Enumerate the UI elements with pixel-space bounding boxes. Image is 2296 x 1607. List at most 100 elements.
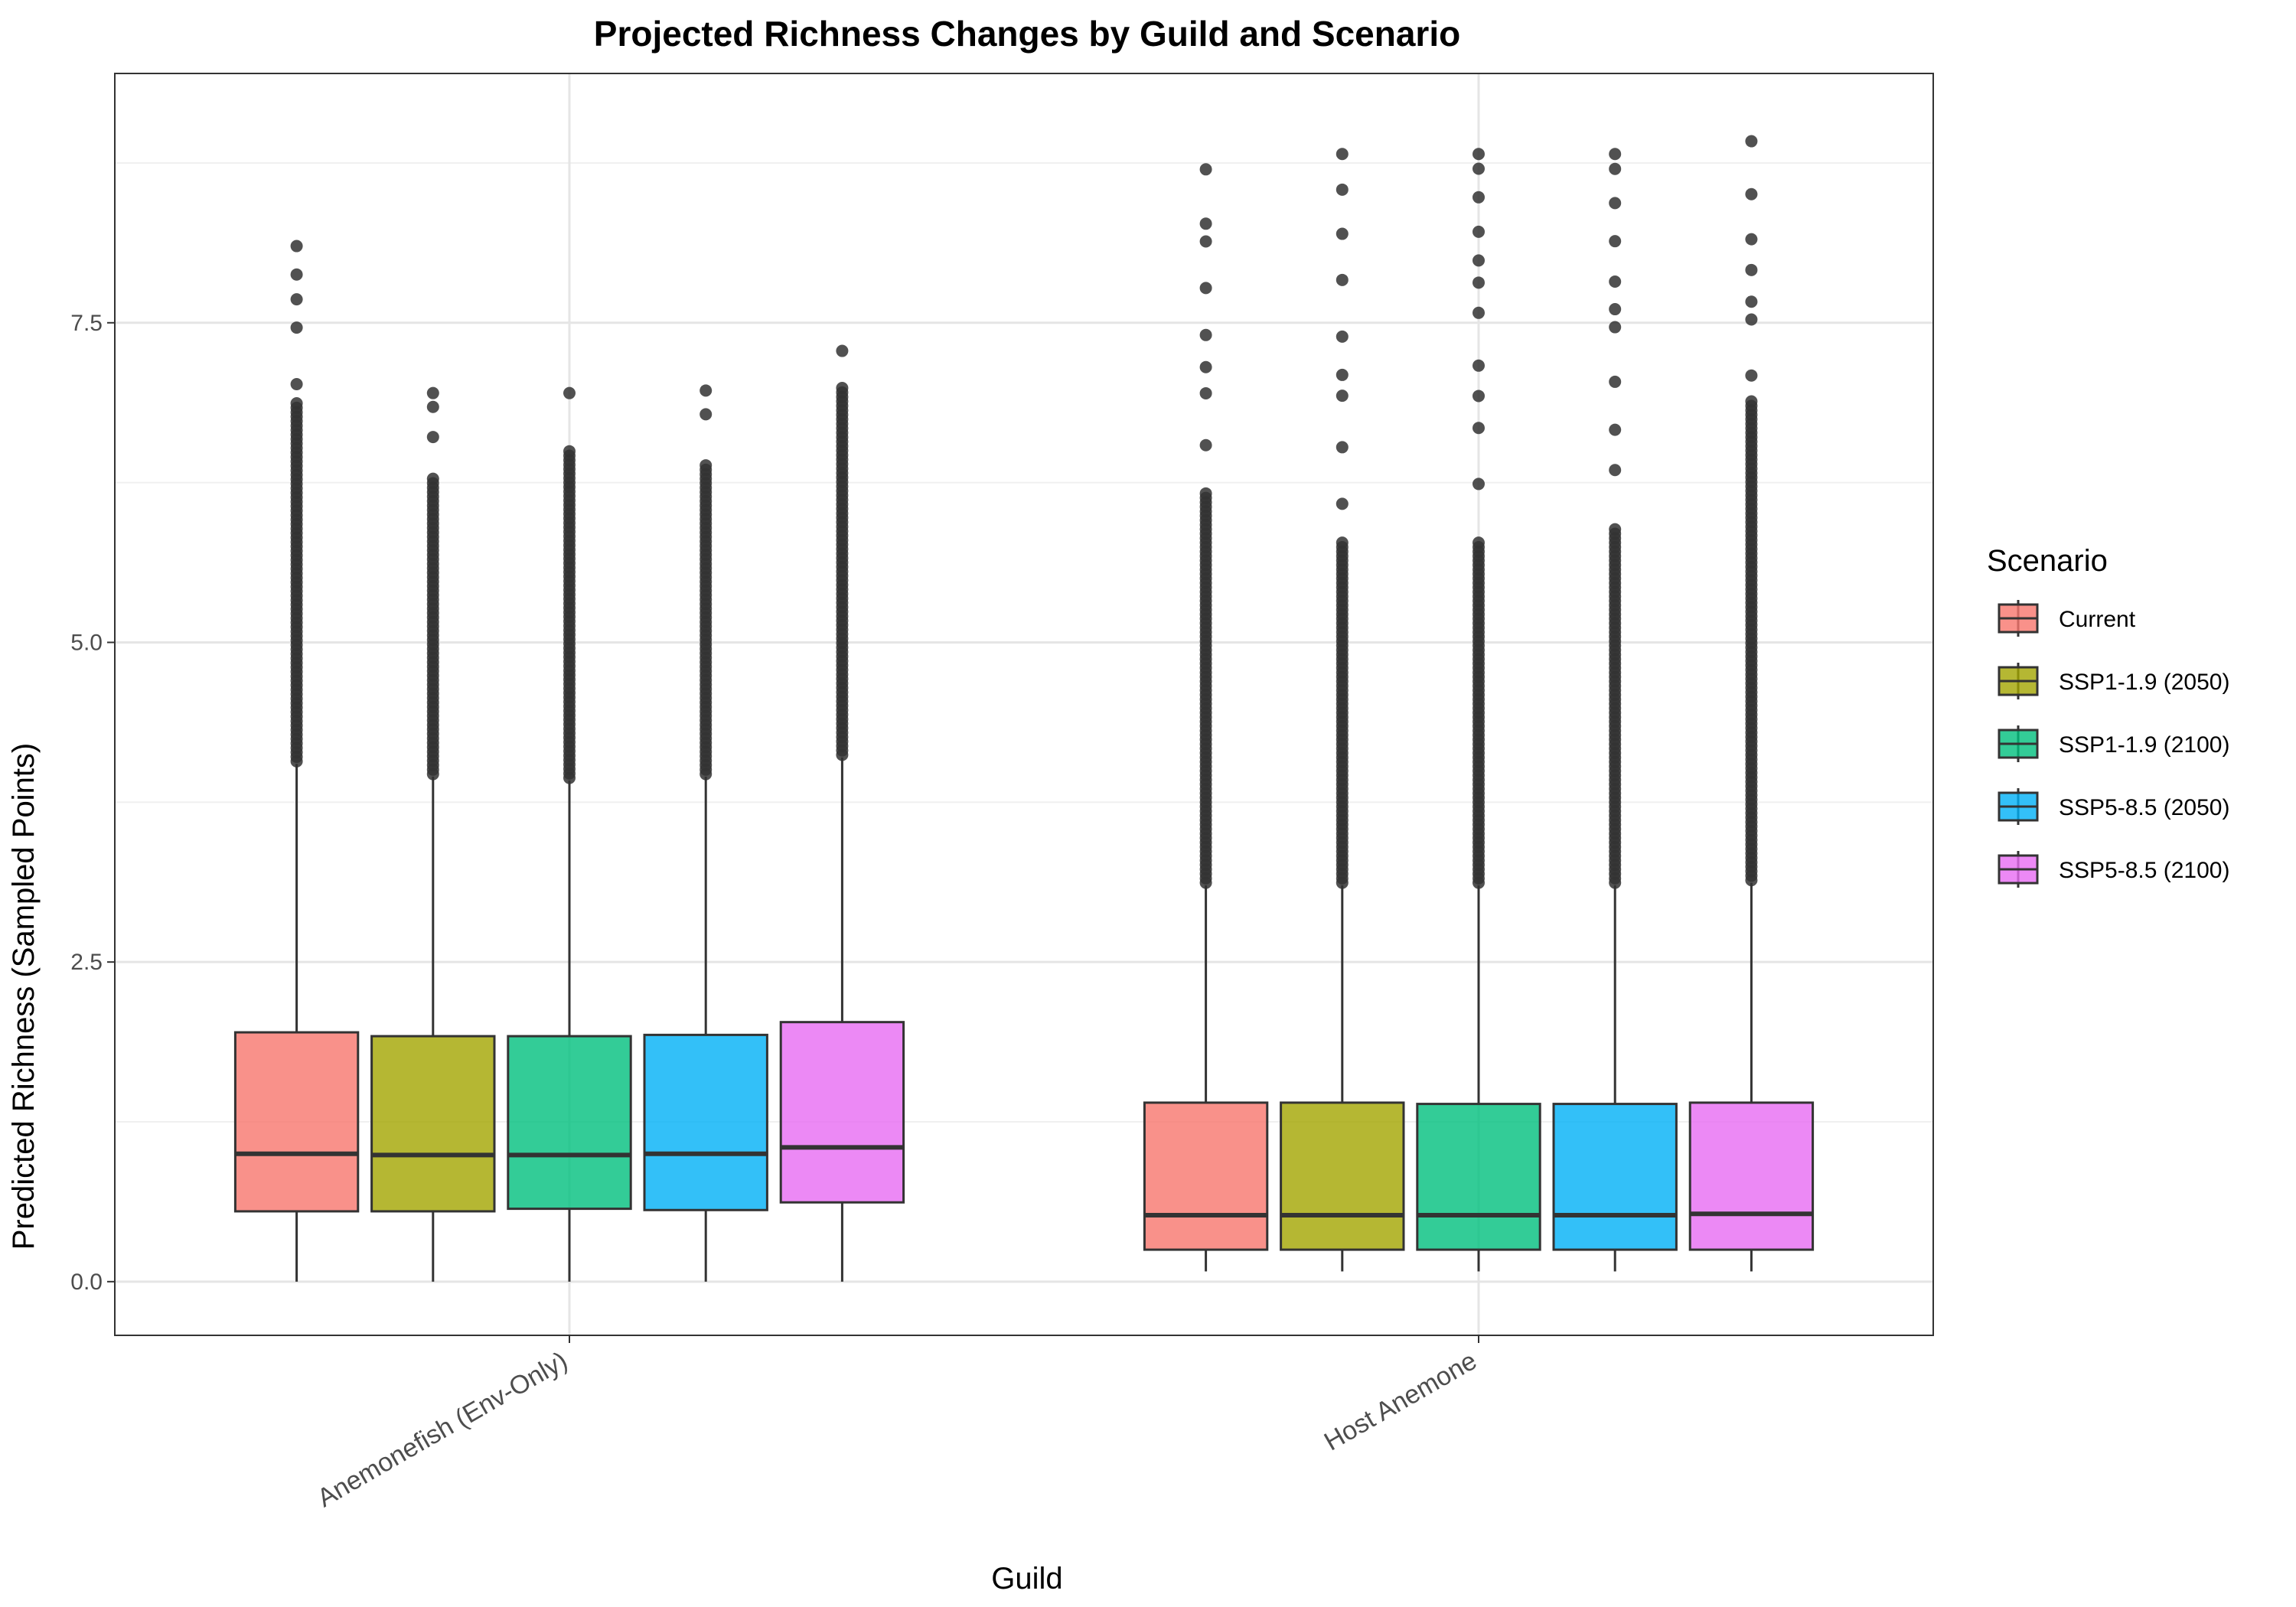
outlier-point — [290, 268, 303, 281]
box-body — [1416, 1103, 1541, 1251]
y-tick-label: 2.5 — [70, 950, 103, 975]
outliers — [426, 386, 439, 781]
legend-item-4: SSP5-8.5 (2100) — [1998, 851, 2229, 888]
box-body — [1280, 1101, 1405, 1251]
outlier-point — [1745, 395, 1758, 408]
outlier-point — [1473, 536, 1485, 549]
outlier-point — [290, 377, 303, 390]
outlier-point — [1745, 313, 1758, 326]
outlier-point — [563, 445, 576, 458]
outlier-point — [290, 321, 303, 334]
box-0-4 — [779, 344, 905, 1282]
legend-item-3: SSP5-8.5 (2050) — [1998, 788, 2229, 825]
y-axis: 0.0 2.5 5.0 7.5 — [70, 311, 115, 1295]
chart-title: Projected Richness Changes by Guild and … — [594, 14, 1460, 54]
outlier-point — [1745, 135, 1758, 148]
outlier-point — [290, 240, 303, 253]
outlier-point — [1199, 282, 1212, 295]
outlier-point — [1199, 360, 1212, 373]
outlier-point — [1336, 497, 1349, 510]
outlier-point — [700, 459, 713, 472]
outlier-point — [1473, 359, 1485, 372]
outlier-point — [1473, 390, 1485, 403]
outlier-point — [1199, 328, 1212, 341]
legend-title: Scenario — [1987, 544, 2108, 578]
outlier-point — [1199, 438, 1212, 451]
x-axis: Anemonefish (Env-Only) Host Anemone — [312, 1335, 1482, 1513]
outlier-point — [1336, 441, 1349, 454]
outlier-point — [1336, 368, 1349, 381]
box-1-3 — [1552, 148, 1678, 1272]
outlier-point — [1609, 375, 1622, 388]
outliers — [700, 384, 713, 781]
legend-label: SSP1-1.9 (2100) — [2059, 732, 2229, 758]
outlier-point — [563, 386, 576, 399]
box-0-1 — [370, 386, 496, 1282]
y-tick-label: 0.0 — [70, 1270, 103, 1295]
outlier-point — [426, 400, 439, 413]
legend-label: SSP1-1.9 (2050) — [2059, 670, 2229, 695]
outlier-point — [1336, 227, 1349, 240]
box-body — [1552, 1103, 1678, 1251]
outlier-point — [1199, 163, 1212, 176]
outlier-point — [1609, 148, 1622, 161]
legend-label: SSP5-8.5 (2050) — [2059, 795, 2229, 820]
outlier-point — [1473, 254, 1485, 267]
outliers — [1473, 148, 1485, 889]
box-1-2 — [1416, 148, 1541, 1272]
box-0-3 — [643, 384, 768, 1282]
outlier-point — [1199, 217, 1212, 230]
box-0-0 — [233, 240, 360, 1282]
y-tick-label: 7.5 — [70, 311, 103, 336]
outlier-point — [1609, 275, 1622, 288]
outliers — [1336, 148, 1349, 889]
outliers — [1609, 148, 1622, 889]
legend-label: SSP5-8.5 (2100) — [2059, 858, 2229, 883]
outlier-point — [1609, 235, 1622, 248]
box-body — [1688, 1101, 1815, 1251]
legend-label: Current — [2059, 607, 2136, 632]
box-body — [643, 1033, 768, 1211]
outlier-point — [1609, 423, 1622, 436]
outlier-point — [1609, 162, 1622, 175]
outlier-point — [290, 397, 303, 410]
outliers — [563, 386, 576, 784]
legend: Scenario Current SSP1-1.9 (2050) SSP1-1.9 … — [1987, 544, 2229, 888]
outlier-point — [1745, 233, 1758, 246]
outlier-point — [1745, 369, 1758, 382]
outlier-point — [1336, 148, 1349, 161]
outlier-point — [1609, 464, 1622, 477]
outlier-point — [1473, 478, 1485, 491]
outlier-point — [426, 472, 439, 485]
outlier-point — [1199, 487, 1212, 500]
outlier-point — [426, 431, 439, 444]
outlier-point — [1473, 306, 1485, 319]
outlier-point — [1609, 303, 1622, 316]
x-category-label: Anemonefish (Env-Only) — [312, 1346, 572, 1513]
outlier-point — [1745, 187, 1758, 200]
x-axis-title: Guild — [991, 1562, 1062, 1596]
outlier-point — [1336, 183, 1349, 196]
legend-item-0: Current — [1998, 600, 2136, 637]
plot-border — [114, 73, 1934, 1336]
outliers — [290, 240, 303, 768]
outlier-point — [1336, 536, 1349, 549]
box-layer — [233, 135, 1815, 1282]
outlier-point — [700, 408, 713, 421]
outlier-point — [1473, 225, 1485, 238]
box-1-1 — [1280, 148, 1405, 1272]
outlier-point — [1609, 321, 1622, 334]
outlier-point — [1336, 330, 1349, 343]
box-1-0 — [1143, 163, 1269, 1272]
legend-item-1: SSP1-1.9 (2050) — [1998, 663, 2229, 699]
outlier-point — [1199, 235, 1212, 248]
legend-item-2: SSP1-1.9 (2100) — [1998, 725, 2229, 762]
outlier-point — [1473, 148, 1485, 161]
outlier-point — [1473, 162, 1485, 175]
outlier-point — [1336, 273, 1349, 286]
outliers — [836, 344, 849, 761]
outlier-point — [1473, 191, 1485, 204]
outlier-point — [1473, 422, 1485, 435]
box-body — [507, 1035, 632, 1211]
outlier-point — [426, 386, 439, 399]
